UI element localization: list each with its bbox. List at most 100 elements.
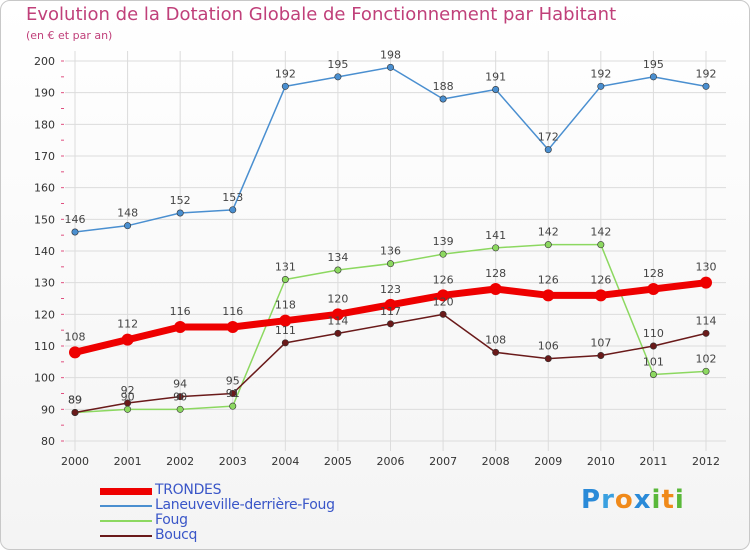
- data-label-laneuveville-derri-re-foug: 188: [433, 80, 454, 93]
- data-label-trondes: 126: [538, 273, 559, 286]
- data-point-trondes: [174, 321, 187, 333]
- data-label-foug: 142: [538, 226, 559, 239]
- x-tick-label: 2012: [692, 455, 720, 468]
- data-label-trondes: 130: [696, 261, 717, 274]
- x-tick-label: 2007: [429, 455, 457, 468]
- data-label-foug: 90: [121, 390, 135, 403]
- data-point-laneuveville-derri-re-foug: [702, 82, 710, 90]
- data-point-boucq: [386, 320, 394, 328]
- y-tick-label: 180: [34, 118, 55, 131]
- x-tick-label: 2008: [482, 455, 510, 468]
- data-label-foug: 141: [485, 229, 506, 242]
- data-point-laneuveville-derri-re-foug: [229, 206, 237, 214]
- data-label-laneuveville-derri-re-foug: 148: [117, 207, 138, 220]
- data-point-boucq: [649, 342, 657, 350]
- proxiti-logo: Proxiti: [581, 485, 685, 515]
- data-point-trondes: [594, 289, 607, 302]
- data-point-laneuveville-derri-re-foug: [176, 209, 184, 217]
- data-label-trondes: 126: [590, 273, 611, 286]
- data-point-boucq: [334, 329, 342, 337]
- data-point-foug: [702, 367, 710, 375]
- data-point-trondes: [489, 283, 502, 295]
- series-layer: [69, 63, 712, 416]
- data-point-laneuveville-derri-re-foug: [439, 95, 447, 103]
- data-point-trondes: [700, 276, 712, 289]
- x-tick-label: 2001: [114, 455, 142, 468]
- y-tick-label: 200: [34, 55, 55, 68]
- x-tick-label: 2006: [377, 455, 405, 468]
- y-tick-label: 160: [34, 182, 55, 195]
- data-label-trondes: 118: [275, 299, 296, 312]
- data-label-trondes: 128: [643, 267, 664, 280]
- logo-letter: i: [674, 485, 685, 515]
- data-label-laneuveville-derri-re-foug: 192: [275, 67, 296, 80]
- axes: 80 90 100 110 120 130 140 150 160 170 180 190 200 200…: [34, 55, 720, 468]
- data-point-trondes: [384, 298, 397, 311]
- legend-label-laneuveville-derri-re-foug: Laneuveville-derrière-Foug: [155, 497, 335, 513]
- data-point-laneuveville-derri-re-foug: [597, 82, 605, 90]
- y-tick-label: 190: [34, 87, 55, 100]
- data-label-foug: 131: [275, 261, 296, 274]
- data-point-trondes: [437, 289, 450, 302]
- y-tick-label: 80: [41, 435, 55, 448]
- data-label-trondes: 108: [65, 330, 86, 343]
- data-point-boucq: [281, 339, 289, 347]
- data-label-foug: 139: [433, 235, 454, 248]
- data-point-foug: [597, 241, 605, 249]
- data-label-boucq: 117: [380, 305, 401, 318]
- logo-letter: o: [614, 485, 634, 515]
- data-point-foug: [176, 405, 184, 413]
- data-point-trondes: [279, 314, 292, 327]
- data-label-trondes: 120: [327, 292, 348, 305]
- data-label-foug: 101: [643, 356, 664, 369]
- data-point-foug: [229, 402, 237, 410]
- data-label-trondes: 112: [117, 318, 138, 331]
- y-tick-label: 120: [34, 308, 55, 321]
- data-point-boucq: [176, 393, 184, 401]
- chart-subtitle: (en € et par an): [26, 29, 113, 42]
- data-label-laneuveville-derri-re-foug: 198: [380, 48, 401, 61]
- data-label-laneuveville-derri-re-foug: 191: [485, 71, 506, 84]
- data-label-laneuveville-derri-re-foug: 146: [65, 213, 86, 226]
- data-point-trondes: [121, 333, 134, 346]
- data-label-boucq: 89: [68, 394, 82, 407]
- data-label-foug: 90: [173, 390, 187, 403]
- data-point-trondes: [647, 283, 660, 295]
- logo-letter: i: [651, 485, 662, 515]
- x-tick-label: 2004: [271, 455, 299, 468]
- data-label-laneuveville-derri-re-foug: 192: [696, 67, 717, 80]
- x-tick-label: 2000: [61, 455, 89, 468]
- data-label-trondes: 116: [170, 305, 191, 318]
- x-tick-label: 2009: [534, 455, 562, 468]
- x-tick-label: 2011: [639, 455, 667, 468]
- data-point-laneuveville-derri-re-foug: [649, 73, 657, 81]
- data-label-boucq: 111: [275, 324, 296, 337]
- data-label-foug: 91: [226, 387, 240, 400]
- data-point-foug: [334, 266, 342, 274]
- data-label-laneuveville-derri-re-foug: 152: [170, 194, 191, 207]
- data-label-boucq: 108: [485, 333, 506, 346]
- data-point-boucq: [229, 389, 237, 397]
- x-tick-label: 2002: [166, 455, 194, 468]
- x-tick-label: 2003: [219, 455, 247, 468]
- data-point-foug: [386, 260, 394, 268]
- data-labels: 146 148 152 153 192 195 198 188 191 172 192 195 192 8…: [65, 48, 717, 406]
- data-point-foug: [439, 250, 447, 258]
- y-tick-label: 140: [34, 245, 55, 258]
- data-point-laneuveville-derri-re-foug: [492, 86, 500, 94]
- data-point-laneuveville-derri-re-foug: [124, 222, 132, 230]
- data-point-boucq: [702, 329, 710, 337]
- data-label-foug: 134: [327, 251, 348, 264]
- logo-letter: P: [581, 485, 602, 515]
- data-label-trondes: 123: [380, 283, 401, 296]
- data-point-boucq: [544, 355, 552, 363]
- data-point-boucq: [492, 348, 500, 356]
- data-label-laneuveville-derri-re-foug: 195: [643, 58, 664, 71]
- data-label-boucq: 106: [538, 340, 559, 353]
- logo-letter: x: [633, 485, 652, 515]
- data-point-foug: [281, 275, 289, 283]
- data-label-foug: 142: [590, 226, 611, 239]
- legend-swatch-foug: [100, 520, 152, 522]
- data-label-trondes: 128: [485, 267, 506, 280]
